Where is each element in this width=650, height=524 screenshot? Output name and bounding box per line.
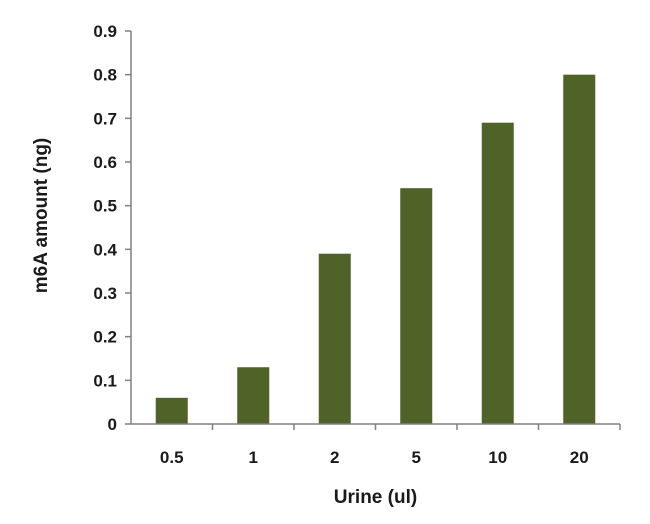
- y-tick-label: 0.4: [93, 240, 117, 259]
- y-tick-label: 0.7: [93, 109, 117, 128]
- y-tick-label: 0.5: [93, 197, 117, 216]
- y-tick-label: 0.6: [93, 153, 117, 172]
- bars: [155, 74, 596, 425]
- y-tick-label: 0.2: [93, 328, 117, 347]
- x-tick-label: 20: [570, 448, 589, 467]
- x-tick-label: 10: [488, 448, 507, 467]
- x-tick-label: 2: [330, 448, 339, 467]
- x-axis-title: Urine (ul): [334, 487, 417, 508]
- x-tick-label: 1: [249, 448, 258, 467]
- x-tick-label: 0.5: [160, 448, 184, 467]
- bar-1: [237, 367, 270, 424]
- y-tick-label: 0.3: [93, 284, 117, 303]
- x-axis-ticks: 0.5 1 2 5 10 20: [160, 424, 621, 467]
- y-tick-label: 0.9: [93, 22, 117, 41]
- y-axis-title: m6A amount (ng): [31, 138, 52, 294]
- bar-5: [400, 188, 433, 424]
- bar-2: [318, 253, 351, 424]
- y-tick-label: 0.8: [93, 66, 117, 85]
- y-tick-label: 0: [108, 415, 117, 434]
- y-tick-label: 0.1: [93, 371, 117, 390]
- x-tick-label: 5: [412, 448, 421, 467]
- y-axis-ticks: 0 0.1 0.2 0.3 0.4 0.5 0.6 0.7 0.8 0.9: [93, 22, 131, 434]
- bar-10: [481, 122, 514, 424]
- bar-20: [563, 74, 596, 425]
- bar-0.5: [155, 397, 188, 424]
